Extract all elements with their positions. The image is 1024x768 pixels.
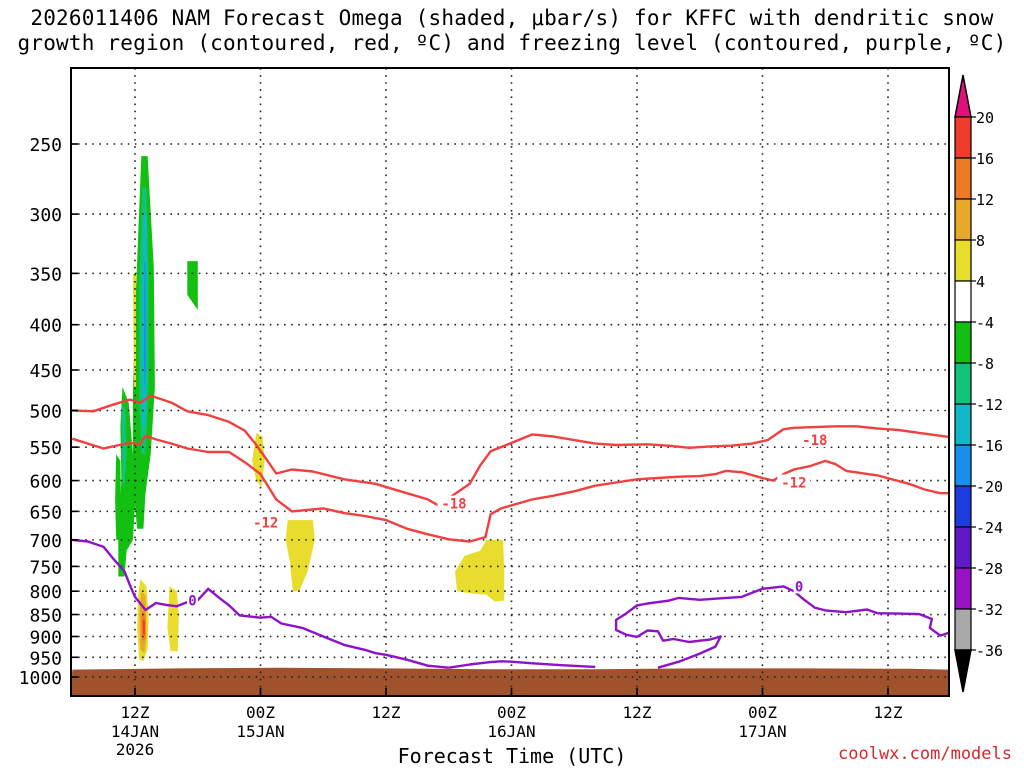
colorbar-bin-10 [954,485,972,528]
x-axis-title: Forecast Time (UTC) [397,744,627,768]
y-tick-label-650: 650 [29,502,62,523]
colorbar-label-8: -16 [976,437,1003,455]
x-tick-label-66: 00Z [748,703,777,722]
colorbar-label-10: -24 [976,519,1003,537]
colorbar-label-5: -4 [976,314,994,332]
colorbar-label-2: 12 [976,191,994,209]
colorbar-label-7: -12 [976,396,1003,414]
x-tick-label-54: 12Z [623,703,652,722]
colorbar-label-6: -8 [976,355,994,373]
colorbar-bin-5 [954,280,972,323]
x-tick-label-30: 12Z [372,703,401,722]
chart-title-line-2: growth region (contoured, red, ºC) and f… [17,31,1007,55]
contour-label-dgz-18-1: -18 [802,433,827,449]
colorbar-label-12: -32 [976,601,1003,619]
omega-green-left [115,454,122,540]
colorbar-bin-12 [954,567,972,610]
colorbar-bin-2 [954,157,972,200]
contour-freezing-0c [614,585,949,669]
contour-label-bg-dgz-12-0 [249,514,283,530]
y-tick-label-1000: 1000 [19,668,62,689]
y-tick-label-700: 700 [29,531,62,552]
colorbar-label-9: -20 [976,478,1003,496]
x-tick-date-42: 16JAN [487,722,535,741]
colorbar-label-4: 4 [976,273,985,291]
contour-freezing-0 [72,538,449,669]
contour-label-bg-dgz-18-0 [437,495,471,511]
contour-freezing-0b [448,660,596,669]
omega-yellow-2 [285,520,315,592]
y-tick-label-850: 850 [29,606,62,627]
contour-dgz-18 [72,394,949,507]
contour-label-dgz-12-1: -12 [781,476,806,492]
y-tick-label-300: 300 [29,205,62,226]
y-tick-label-250: 250 [29,135,62,156]
contour-label-freezing-0-1: 0 [795,579,803,595]
colorbar-bottom-arrow [954,649,972,693]
omega-yellow-3 [455,539,505,602]
x-tick-date-18: 15JAN [236,722,284,741]
omega-blue-core [143,262,146,395]
site-credit[interactable]: coolwx.com/models [838,744,1012,764]
terrain-ground [71,667,949,696]
colorbar-bin-4 [954,239,972,282]
x-tick-label-42: 00Z [497,703,526,722]
contour-label-freezing-0-0: 0 [188,594,196,610]
omega-yellow-1 [252,432,265,487]
y-tick-label-350: 350 [29,264,62,285]
x-tick-label-78: 12Z [874,703,903,722]
colorbar-bin-3 [954,198,972,241]
contour-label-bg-dgz-18-1 [798,432,832,448]
colorbar-bin-7 [954,362,972,405]
x-tick-label-18: 00Z [246,703,275,722]
colorbar-bin-1 [954,116,972,159]
omega-green-lower [118,386,135,577]
x-tick-date-66: 17JAN [738,722,786,741]
contour-label-dgz-18-0: -18 [441,497,466,513]
contour-label-bg-freezing-0-0 [187,592,199,608]
y-tick-label-750: 750 [29,557,62,578]
colorbar-bin-11 [954,526,972,569]
chart-title-line-1: 2026011406 NAM Forecast Omega (shaded, μ… [30,6,994,30]
colorbar-label-13: -36 [976,642,1003,660]
y-tick-label-500: 500 [29,402,62,423]
y-tick-label-450: 450 [29,361,62,382]
contour-dgz-12 [71,434,949,543]
colorbar-label-1: 16 [976,150,994,168]
y-tick-label-900: 900 [29,627,62,648]
colorbar-top-arrow [954,74,972,118]
y-tick-label-600: 600 [29,472,62,493]
omega-yellow-thin [132,273,136,387]
colorbar-bin-8 [954,403,972,446]
x-tick-date-6: 14JAN [111,722,159,741]
x-tick-year-6: 2026 [116,740,155,759]
y-tick-label-400: 400 [29,316,62,337]
contour-label-bg-freezing-0-1 [793,578,805,594]
omega-yellow-low-b [167,586,179,652]
y-tick-label-800: 800 [29,582,62,603]
colorbar-bin-13 [954,608,972,651]
plot-frame [70,67,950,697]
omega-magenta-low [142,619,145,635]
y-tick-label-550: 550 [29,438,62,459]
omega-green-upper-small [187,261,198,310]
colorbar-label-0: 20 [976,109,994,127]
colorbar-label-3: 8 [976,232,985,250]
colorbar-label-11: -28 [976,560,1003,578]
colorbar-bin-9 [954,444,972,487]
contour-label-bg-dgz-12-1 [777,474,811,490]
x-tick-label-6: 12Z [121,703,150,722]
contour-label-dgz-12-0: -12 [253,515,278,531]
y-tick-label-950: 950 [29,648,62,669]
colorbar-bin-6 [954,321,972,364]
